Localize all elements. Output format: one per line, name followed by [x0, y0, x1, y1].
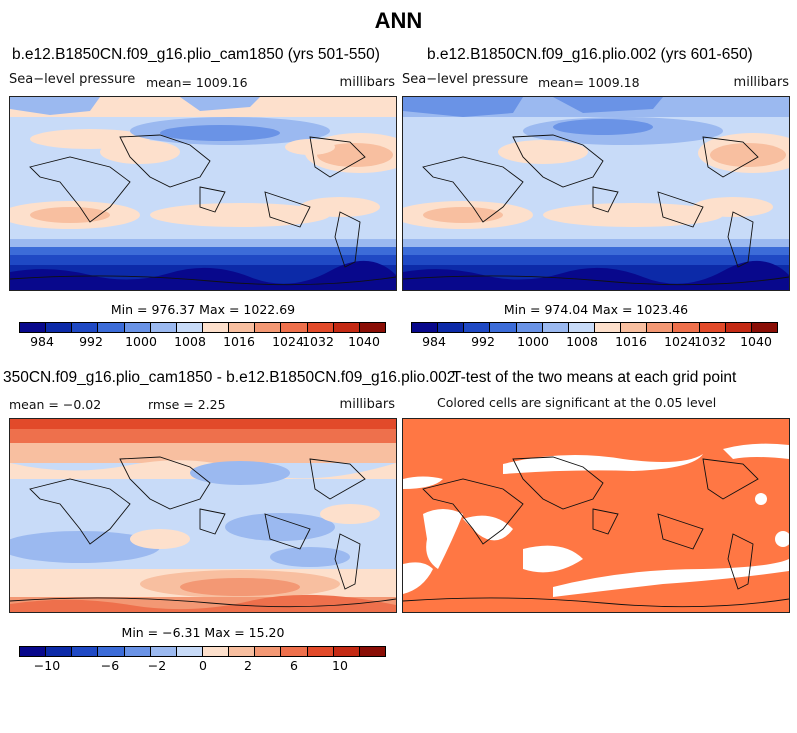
panel-c-colorbar-bin — [229, 647, 256, 656]
panel-a-colorbar-bin — [333, 323, 360, 332]
panel-b-tick: 1040 — [740, 334, 772, 349]
panel-b-mean: mean= 1009.18 — [538, 75, 640, 90]
panel-b-tick: 1000 — [517, 334, 549, 349]
panel-b-colorbar-bin — [673, 323, 700, 332]
panel-a-tick: 992 — [79, 334, 103, 349]
panel-c-colorbar-bin — [307, 647, 334, 656]
panel-b-tick: 1016 — [615, 334, 647, 349]
panel-c-units: millibars — [339, 397, 395, 412]
panel-a-colorbar-bin — [281, 323, 308, 332]
panel-c-colorbar-bin — [98, 647, 125, 656]
panel-a-mean: mean= 1009.16 — [146, 75, 248, 90]
panel-c-field — [10, 419, 396, 612]
panel-b-tick: 1032 — [694, 334, 726, 349]
panel-c-tick: −6 — [100, 658, 120, 673]
panel-c-colorbar-bin — [150, 647, 177, 656]
panel-b-colorbar-bin — [542, 323, 569, 332]
panel-a-colorbar-bin — [176, 323, 203, 332]
panel-a-colorbar-bin — [255, 323, 282, 332]
panel-a-tick: 1000 — [125, 334, 157, 349]
panel-d-subtitle: Colored cells are significant at the 0.0… — [437, 395, 717, 410]
panel-c-colorbar-bin — [281, 647, 308, 656]
panel-d-field — [403, 419, 789, 612]
panel-c-tick: −2 — [147, 658, 167, 673]
panel-b-tick: 992 — [471, 334, 495, 349]
panel-a-colorbar-bin — [150, 323, 177, 332]
panel-b-colorbar-bin — [464, 323, 491, 332]
panel-a-colorbar-bin — [359, 323, 385, 332]
panel-b-colorbar-bin — [568, 323, 595, 332]
panel-c-colorbar-bin — [255, 647, 282, 656]
panel-a-units: millibars — [339, 75, 395, 90]
panel-b-colorbar-bin — [621, 323, 648, 332]
panel-c-colorbar-bin — [20, 647, 47, 656]
panel-b-colorbar-bin — [699, 323, 726, 332]
panel-c-colorbar-bin — [202, 647, 230, 656]
panel-c-mean: mean = −0.02 — [9, 397, 102, 412]
panel-a-field — [10, 97, 396, 290]
panel-b-minmax: Min = 974.04 Max = 1023.46 — [503, 302, 689, 317]
panel-d-nonsignificant-regions — [403, 443, 789, 597]
panel-c-map — [9, 418, 397, 613]
panel-d-title: T-test of the two means at each grid poi… — [452, 369, 737, 386]
panel-c-tick: 6 — [290, 658, 298, 673]
panel-c-title: 350CN.f09_g16.plio_cam1850 - b.e12.B1850… — [3, 369, 456, 386]
panel-a-colorbar-bin — [202, 323, 230, 332]
panel-c-minmax: Min = −6.31 Max = 15.20 — [121, 625, 285, 640]
panel-c-colorbar-bin — [124, 647, 151, 656]
panel-b-colorbar-bin — [751, 323, 777, 332]
panel-b-variable: Sea−level pressure — [402, 72, 529, 87]
panel-a-map — [9, 96, 397, 291]
panel-b-tick: 984 — [422, 334, 446, 349]
figure-title: ANN — [374, 8, 423, 33]
panel-c-tick: 0 — [199, 658, 207, 673]
panel-a-tick: 984 — [30, 334, 54, 349]
panel-a-tick: 1016 — [223, 334, 255, 349]
panel-c-tick: 2 — [244, 658, 252, 673]
panel-b-tick: 1008 — [566, 334, 598, 349]
panel-c-tick: −10 — [33, 658, 61, 673]
panel-a-tick: 1008 — [174, 334, 206, 349]
panel-a-colorbar-bin — [72, 323, 99, 332]
panel-d-map — [402, 418, 790, 613]
panel-b-units: millibars — [733, 75, 789, 90]
panel-c-tick: 10 — [332, 658, 348, 673]
panel-c-rmse: rmse = 2.25 — [148, 397, 226, 412]
panel-a-colorbar-bin — [307, 323, 334, 332]
panel-a-tick: 1040 — [348, 334, 380, 349]
panel-a-colorbar-bin — [98, 323, 125, 332]
panel-b-tick: 1024 — [664, 334, 696, 349]
panel-a-colorbar — [19, 322, 386, 333]
panel-a-colorbar-bin — [46, 323, 73, 332]
panel-c-colorbar-bin — [46, 647, 73, 656]
panel-b-colorbar-bin — [412, 323, 439, 332]
panel-c-colorbar-bin — [359, 647, 385, 656]
panel-a-tick: 1032 — [302, 334, 334, 349]
panel-c-colorbar-bin — [176, 647, 203, 656]
panel-c-colorbar — [19, 646, 386, 657]
panel-a-tick: 1024 — [272, 334, 304, 349]
panel-a-minmax: Min = 976.37 Max = 1022.69 — [110, 302, 296, 317]
panel-b-field — [403, 97, 789, 290]
panel-c-colorbar-bin — [333, 647, 360, 656]
panel-a-colorbar-bin — [229, 323, 256, 332]
panel-b-colorbar-bin — [647, 323, 674, 332]
panel-b-colorbar-bin — [438, 323, 465, 332]
panel-a-variable: Sea−level pressure — [9, 72, 136, 87]
panel-b-colorbar-bin — [594, 323, 622, 332]
panel-a-colorbar-bin — [124, 323, 151, 332]
panel-b-map — [402, 96, 790, 291]
panel-a-colorbar-bin — [20, 323, 47, 332]
panel-b-colorbar-bin — [725, 323, 752, 332]
panel-b-colorbar-bin — [516, 323, 543, 332]
panel-a-title: b.e12.B1850CN.f09_g16.plio_cam1850 (yrs … — [12, 46, 380, 63]
panel-c-colorbar-bin — [72, 647, 99, 656]
panel-b-colorbar — [411, 322, 778, 333]
panel-b-colorbar-bin — [490, 323, 517, 332]
panel-b-title: b.e12.B1850CN.f09_g16.plio.002 (yrs 601-… — [427, 46, 753, 63]
